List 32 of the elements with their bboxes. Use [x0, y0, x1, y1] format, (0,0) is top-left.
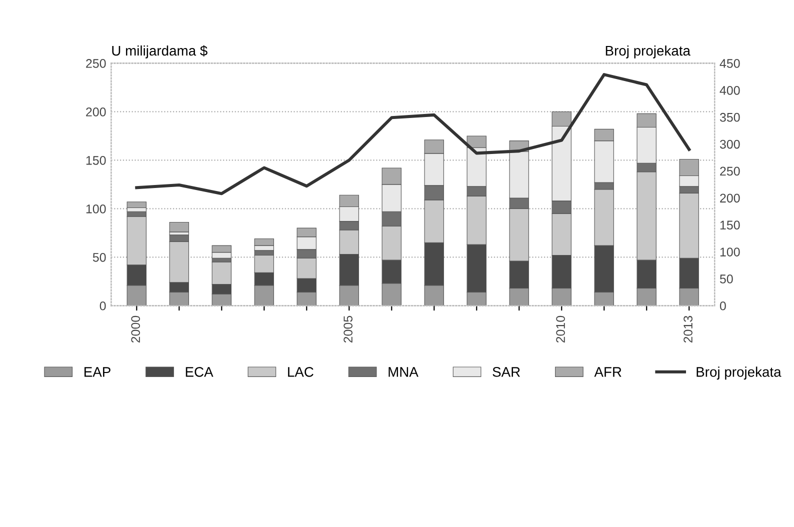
y2-tick-label: 450: [720, 59, 740, 68]
y2-tick-label: 150: [720, 220, 740, 230]
y2-tick-label: 300: [720, 140, 740, 149]
x-tick-label: 2000: [131, 316, 140, 343]
y-tick-label: 50: [92, 252, 106, 262]
legend-label: ECA: [186, 367, 214, 377]
y-tick-label: 0: [100, 301, 106, 310]
legend-label: AFR: [594, 367, 622, 377]
legend-label: EAP: [84, 367, 110, 377]
legend-label: Broj projekata: [696, 366, 782, 380]
bar: [169, 222, 189, 232]
y2-tick-label: 350: [720, 112, 740, 122]
x-tick-label: 2010: [556, 316, 565, 343]
y2-tick-label: 50: [720, 274, 733, 284]
y-tick-label: 150: [86, 156, 106, 165]
y2-tick-label: 200: [720, 194, 740, 203]
y2-tick-label: 250: [720, 166, 740, 176]
y-tick-label: 200: [86, 108, 106, 116]
bar: [126, 202, 146, 208]
legend-label: SAR: [492, 367, 520, 377]
x-tick-label: 2005: [344, 316, 352, 343]
legend-label: MNA: [388, 367, 418, 377]
line-series: [135, 73, 691, 196]
y-axis-title: U milijardama $: [112, 45, 208, 58]
y-tick-label: 100: [86, 204, 106, 214]
y2-tick-label: 100: [720, 248, 740, 256]
x-tick-label: 2013: [684, 316, 692, 343]
y-tick-label: 250: [86, 59, 106, 68]
legend-label: LAC: [288, 367, 314, 377]
y2-tick-label: 0: [720, 301, 726, 310]
y2-axis-title: Broj projekata: [606, 45, 690, 58]
y2-tick-label: 400: [720, 86, 740, 95]
